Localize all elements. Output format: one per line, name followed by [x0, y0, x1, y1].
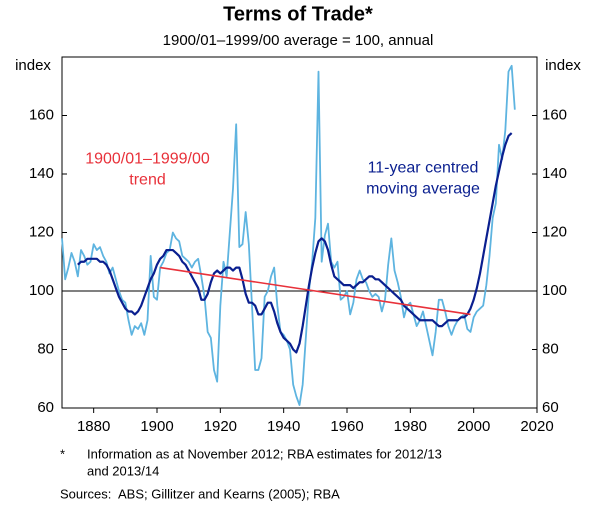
x-tick-label: 2000	[457, 418, 490, 435]
chart-title: Terms of Trade*	[223, 3, 373, 25]
x-tick-label: 1880	[77, 418, 110, 435]
note-mark: *	[60, 446, 65, 461]
note-text: ABS; Gillitzer and Kearns (2005); RBA	[118, 486, 340, 501]
y-tick-label: 60	[37, 399, 54, 416]
y2-tick-label: 160	[542, 106, 567, 123]
series-line	[160, 266, 471, 316]
annotation: 1900/01–1999/00	[85, 151, 210, 168]
chart-subtitle: 1900/01–1999/00 average = 100, annual	[163, 32, 434, 49]
annotation: 11-year centred	[368, 159, 479, 176]
annotation: moving average	[366, 180, 480, 197]
y-tick-label: 120	[29, 223, 54, 240]
y-tick-label: 160	[29, 106, 54, 123]
y2-tick-label: 60	[542, 399, 559, 416]
series-line	[77, 132, 513, 354]
note-text: and 2013/14	[87, 463, 159, 478]
x-tick-label: 1980	[394, 418, 427, 435]
x-tick-label: 1920	[204, 418, 237, 435]
y2-tick-label: 140	[542, 165, 567, 182]
note-mark: Sources:	[60, 486, 111, 501]
y-tick-label: 100	[29, 282, 54, 299]
series-line	[61, 64, 516, 406]
y2-tick-label: 80	[542, 340, 559, 357]
y2-axis-label: index	[545, 57, 581, 74]
x-tick-label: 1940	[267, 418, 300, 435]
plot-frame	[61, 56, 538, 409]
y2-tick-label: 120	[542, 223, 567, 240]
note-text: Information as at November 2012; RBA est…	[87, 446, 442, 461]
y-tick-label: 80	[37, 340, 54, 357]
y-axis-label: index	[15, 57, 51, 74]
x-tick-label: 1900	[140, 418, 173, 435]
x-tick-label: 1960	[330, 418, 363, 435]
y2-tick-label: 100	[542, 282, 567, 299]
x-tick-label: 2020	[520, 418, 553, 435]
annotation: trend	[129, 172, 165, 189]
y-tick-label: 140	[29, 165, 54, 182]
